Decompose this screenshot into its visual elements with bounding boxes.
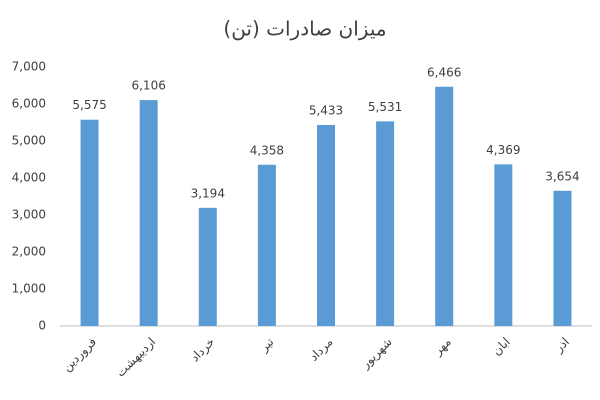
x-tick-label: خرداد [188, 335, 218, 365]
bar [435, 86, 454, 327]
data-label: 6,466 [427, 65, 461, 79]
y-tick-label: 6,000 [12, 97, 46, 111]
bar [80, 119, 99, 326]
bar [553, 190, 572, 326]
y-tick-label: 5,000 [12, 134, 46, 148]
x-tick-label: فروردین [60, 335, 100, 375]
bar [257, 164, 276, 326]
bar [494, 164, 513, 326]
data-label: 4,358 [250, 143, 284, 157]
x-tick-label: اردیبهشت [113, 335, 159, 381]
data-label: 6,106 [131, 79, 165, 93]
x-tick-label: شهریور [358, 335, 396, 373]
y-tick-label: 0 [38, 319, 46, 333]
y-tick-label: 3,000 [12, 208, 46, 222]
y-tick-label: 1,000 [12, 282, 46, 296]
y-tick-label: 7,000 [12, 60, 46, 74]
bar [376, 121, 395, 326]
data-label: 3,194 [191, 186, 225, 200]
data-label: 5,575 [72, 98, 106, 112]
bar [317, 124, 335, 326]
bar [198, 207, 217, 326]
x-tick-label: ابان [489, 335, 512, 358]
data-label: 4,369 [486, 143, 520, 157]
data-label: 5,433 [309, 103, 343, 117]
x-tick-label: اذر [551, 335, 573, 357]
data-label: 3,654 [545, 169, 579, 183]
bar [139, 100, 158, 326]
data-label: 5,531 [368, 100, 402, 114]
x-tick-label: مهر [430, 335, 454, 359]
x-tick-label: تیر [256, 335, 277, 356]
y-tick-label: 2,000 [12, 245, 46, 259]
x-tick-label: مرداد [307, 335, 337, 365]
y-tick-label: 4,000 [12, 171, 46, 185]
chart-title: میزان صادرات (تن) [223, 17, 386, 41]
